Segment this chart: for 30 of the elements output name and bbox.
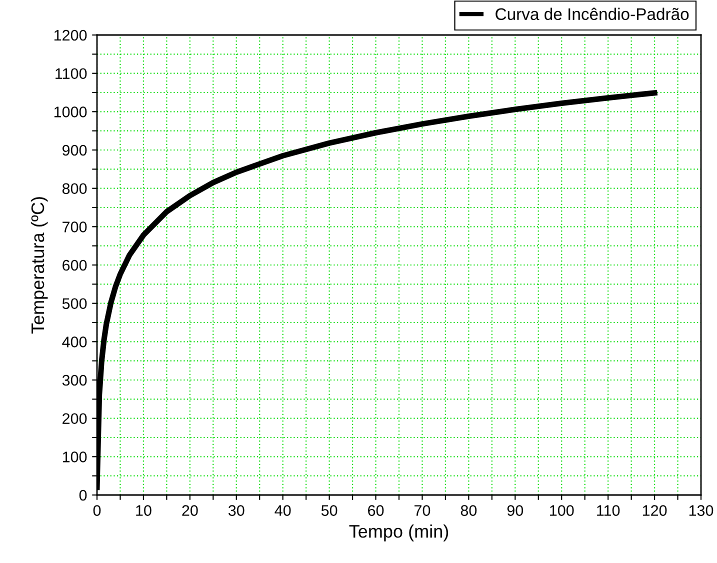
y-tick-label: 1100 [56,68,87,80]
y-tick-label: 400 [62,336,87,348]
y-tick-label: 800 [62,183,87,194]
x-tick-label: 70 [414,505,430,516]
x-tick-label: 20 [182,505,198,516]
y-tick-label: 600 [62,260,87,271]
y-tick-label: 0 [79,490,87,501]
x-tick-label: 30 [228,505,244,516]
y-tick-label: 300 [62,374,87,386]
y-tick-label: 500 [62,298,87,310]
x-tick-label: 100 [550,505,574,516]
x-axis-title: Tempo (min) [349,524,448,542]
x-tick-label: 120 [642,505,667,516]
y-tick-label: 100 [62,452,87,462]
y-tick-label: 1000 [54,106,87,118]
y-tick-label: 900 [62,144,87,156]
y-axis-title: Temperatura (ºC) [30,197,48,334]
x-tick-label: 90 [507,505,524,516]
x-tick-label: 50 [321,505,338,516]
x-tick-label: 80 [460,505,477,516]
x-tick-label: 40 [274,505,291,516]
x-tick-label: 110 [597,505,620,516]
x-tick-label: 10 [136,505,152,516]
y-tick-label: 700 [62,222,87,232]
x-tick-label: 130 [689,505,714,516]
x-tick-label: 60 [368,505,384,516]
x-tick-label: 0 [93,505,101,516]
legend-label: Curva de Incêndio-Padrão [496,8,689,20]
y-tick-label: 1200 [54,30,87,41]
y-tick-label: 200 [62,413,87,424]
